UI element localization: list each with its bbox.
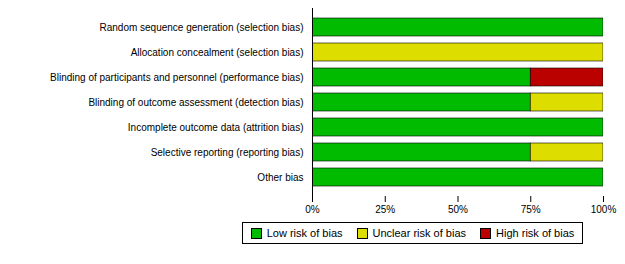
svg-text:Selective reporting (reporting: Selective reporting (reporting bias): [151, 147, 304, 158]
svg-text:Blinding of outcome assessment: Blinding of outcome assessment (detectio…: [88, 97, 303, 108]
svg-text:0%: 0%: [305, 204, 320, 215]
svg-text:Incomplete outcome data (attri: Incomplete outcome data (attrition bias): [128, 122, 304, 133]
html-text:Low risk of bias: Low risk of bias: [266, 227, 343, 239]
svg-text:50%: 50%: [448, 204, 468, 215]
svg-text:Other bias: Other bias: [257, 172, 303, 183]
svg-text:75%: 75%: [521, 204, 541, 215]
svg-text:Allocation concealment (select: Allocation concealment (selection bias): [131, 47, 304, 58]
svg-text:Random sequence generation (se: Random sequence generation (selection bi…: [99, 22, 303, 33]
html-text:High risk of bias: High risk of bias: [496, 227, 575, 239]
html-text:Unclear risk of bias: Unclear risk of bias: [372, 227, 466, 239]
svg-text:100%: 100%: [591, 204, 617, 215]
svg-text:Blinding of participants and p: Blinding of participants and personnel (…: [50, 72, 303, 83]
svg-text:25%: 25%: [375, 204, 395, 215]
